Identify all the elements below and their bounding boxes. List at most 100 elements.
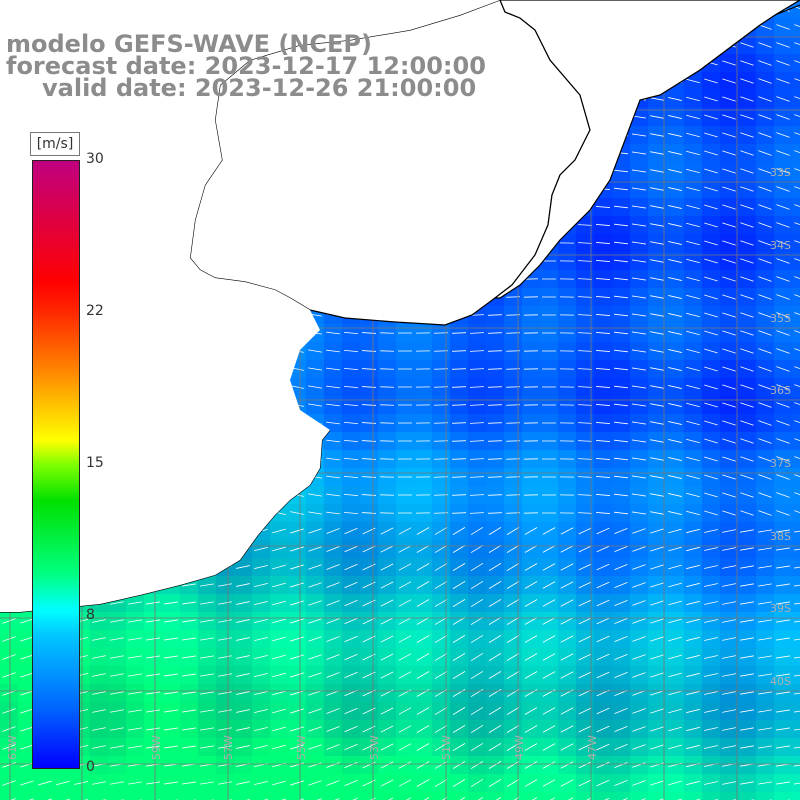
- wind-vector: [110, 619, 124, 623]
- wind-vector: [451, 386, 467, 388]
- colorbar-tick-30: 30: [86, 151, 104, 167]
- wind-vector: [200, 673, 214, 677]
- wind-vector: [632, 528, 646, 534]
- wind-vector: [650, 349, 664, 353]
- wind-vector: [614, 277, 628, 281]
- wind-cell: [540, 792, 558, 800]
- wind-vector: [344, 545, 358, 553]
- lon-label: 57W: [222, 735, 235, 760]
- wind-vector: [722, 781, 736, 785]
- wind-vector: [704, 510, 718, 516]
- wind-vector: [758, 529, 772, 533]
- wind-vector: [758, 655, 772, 659]
- wind-cell: [792, 540, 800, 558]
- wind-vector: [218, 709, 232, 713]
- wind-vector: [308, 654, 322, 660]
- wind-vector: [794, 204, 800, 208]
- wind-vector: [578, 527, 592, 535]
- wind-vector: [470, 779, 484, 787]
- wind-vector: [722, 60, 736, 66]
- wind-vector: [469, 350, 485, 352]
- wind-vector: [758, 637, 772, 641]
- wind-vector: [146, 745, 160, 749]
- wind-vector: [758, 204, 772, 210]
- wind-vector: [794, 186, 800, 190]
- wind-vector: [776, 492, 790, 498]
- wind-vector: [722, 240, 736, 246]
- wind-vector: [704, 474, 718, 480]
- wind-cell: [792, 702, 800, 720]
- wind-vector: [200, 745, 214, 749]
- wind-vector: [343, 511, 359, 515]
- wind-vector: [668, 457, 682, 461]
- wind-vector: [469, 476, 485, 478]
- colorbar-tick-0: 0: [86, 759, 95, 775]
- wind-vector: [577, 440, 593, 442]
- wind-vector: [758, 240, 772, 246]
- wind-vector: [614, 654, 628, 660]
- wind-vector: [632, 654, 646, 660]
- wind-vector: [92, 745, 106, 749]
- wind-vector: [326, 421, 340, 425]
- wind-vector: [758, 276, 772, 282]
- wind-vector: [776, 186, 790, 192]
- wind-vector: [470, 671, 484, 679]
- wind-vector: [632, 259, 646, 263]
- wind-vector: [577, 242, 593, 244]
- wind-vector: [604, 797, 610, 800]
- wind-vector: [740, 456, 754, 462]
- wind-vector: [794, 764, 800, 767]
- wind-cell: [288, 792, 306, 800]
- wind-vector: [164, 727, 178, 731]
- wind-vector: [361, 494, 377, 496]
- wind-vector: [704, 330, 718, 336]
- wind-vector: [758, 727, 772, 731]
- wind-cell: [792, 720, 800, 738]
- wind-vector: [92, 655, 106, 659]
- wind-vector: [290, 726, 304, 732]
- wind-vector: [650, 546, 664, 552]
- wind-vector: [722, 312, 736, 318]
- wind-vector: [704, 402, 718, 408]
- wind-vector: [776, 294, 790, 300]
- wind-vector: [236, 583, 250, 587]
- wind-vector: [380, 671, 394, 679]
- wind-vector: [416, 527, 430, 535]
- wind-vector: [722, 330, 736, 336]
- wind-vector: [758, 619, 772, 623]
- wind-vector: [650, 457, 664, 461]
- wind-vector: [704, 583, 718, 587]
- wind-vector: [650, 421, 664, 425]
- wind-vector: [218, 691, 232, 695]
- lon-label: 49W: [513, 735, 526, 760]
- wind-cell: [792, 738, 800, 756]
- wind-vector: [326, 457, 340, 461]
- wind-vector: [254, 690, 268, 696]
- wind-vector: [542, 617, 556, 625]
- wind-vector: [451, 476, 467, 478]
- wind-vector: [380, 617, 394, 625]
- wind-vector: [434, 617, 448, 625]
- wind-vector: [344, 761, 358, 769]
- wind-vector: [308, 762, 322, 768]
- wind-cell: [324, 792, 342, 800]
- wind-vector: [650, 133, 664, 137]
- lat-label: 35S: [770, 312, 791, 325]
- wind-vector: [343, 475, 359, 479]
- wind-vector: [758, 348, 772, 354]
- wind-vector: [326, 600, 340, 606]
- wind-vector: [632, 457, 646, 461]
- wind-cell: [792, 144, 800, 162]
- wind-vector: [577, 422, 593, 424]
- wind-vector: [236, 601, 250, 605]
- wind-vector: [740, 655, 754, 659]
- wind-vector: [272, 690, 286, 696]
- wind-vector: [398, 635, 412, 643]
- wind-vector: [182, 637, 196, 641]
- wind-vector: [272, 582, 286, 588]
- wind-vector: [164, 745, 178, 749]
- wind-vector: [236, 745, 250, 749]
- wind-vector: [686, 420, 700, 426]
- wind-vector: [722, 727, 736, 731]
- wind-vector: [740, 402, 754, 408]
